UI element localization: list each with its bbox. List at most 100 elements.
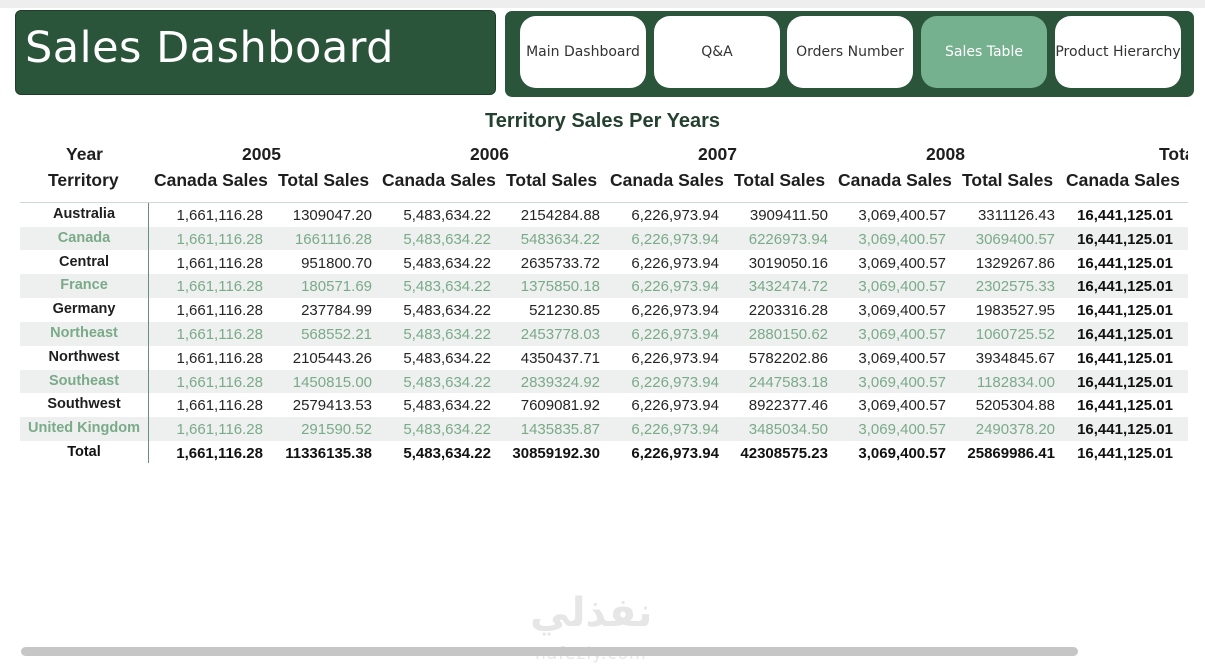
table-cell: 3,069,400.57 [858, 445, 946, 462]
table-cell: 42308575.23 [740, 445, 828, 462]
table-cell: 3,069,400.57 [858, 326, 946, 343]
table-cell: 1983527.95 [975, 302, 1055, 320]
table-cell: 1,661,116.28 [176, 254, 263, 272]
column-header[interactable]: Canada Sales [1066, 170, 1180, 190]
year-header: Total [1159, 144, 1188, 164]
table-cell: 3432474.72 [748, 278, 828, 296]
qa-button[interactable]: Q&A [654, 16, 780, 88]
table-cell: 25869986.41 [967, 445, 1055, 462]
table-cell: 16,441,125.01 [1077, 207, 1173, 224]
table-row[interactable]: Southwest 1,661,116.28 2579413.53 5,483,634… [20, 393, 1188, 417]
table-cell: 3,069,400.57 [858, 373, 946, 391]
table-cell: 3,069,400.57 [858, 254, 946, 272]
column-header[interactable]: Total Sales [506, 170, 598, 190]
table-cell: 951800.70 [301, 254, 372, 272]
table-cell: 1060725.52 [975, 326, 1055, 343]
territory-cell: Canada [57, 229, 111, 246]
orders-number-button[interactable]: Orders Number [787, 16, 913, 88]
table-cell: 5,483,634.22 [403, 349, 491, 367]
row-header-divider [148, 203, 149, 463]
table-cell: 1,661,116.28 [176, 278, 263, 296]
table-cell: 5,483,634.22 [403, 207, 491, 224]
table-cell: 5,483,634.22 [403, 326, 491, 343]
table-cell: 5,483,634.22 [403, 278, 491, 296]
table-row[interactable]: Canada 1,661,116.28 1661116.28 5,483,634.22… [20, 226, 1188, 251]
table-row[interactable]: Australia 1,661,116.28 1309047.20 5,483,634… [20, 203, 1188, 227]
table-cell: 3,069,400.57 [858, 349, 946, 367]
year-header: 2008 [926, 144, 965, 164]
table-cell: 291590.52 [301, 421, 372, 439]
table-cell: 568552.21 [301, 326, 372, 343]
territory-cell: Central [59, 253, 109, 270]
table-cell: 2635733.72 [520, 254, 600, 272]
table-cell: 6,226,973.94 [631, 445, 719, 462]
table-row[interactable]: Central 1,661,116.28 951800.70 5,483,634.22… [20, 251, 1188, 275]
table-row[interactable]: Southeast 1,661,116.28 1450815.00 5,483,634… [20, 369, 1188, 394]
column-header[interactable]: Canada Sales [154, 170, 268, 190]
table-cell: 8922377.46 [748, 397, 828, 415]
column-header[interactable]: Canada Sales [382, 170, 496, 190]
table-cell: 5,483,634.22 [403, 254, 491, 272]
table-row[interactable]: Germany 1,661,116.28 237784.99 5,483,634.22… [20, 298, 1188, 322]
table-cell: 4350437.71 [520, 349, 600, 367]
table-cell: 1,661,116.28 [176, 302, 263, 320]
table-cell: 1182834.00 [976, 373, 1055, 391]
year-header: 2005 [242, 144, 281, 164]
table-cell: 6,226,973.94 [631, 302, 719, 320]
page-title: Sales Dashboard [25, 23, 394, 73]
table-cell: 1,661,116.28 [176, 397, 263, 415]
column-header[interactable]: Total Sales [734, 170, 826, 190]
table-row[interactable]: France 1,661,116.28 180571.69 5,483,634.22 1… [20, 274, 1188, 298]
territory-cell: Northwest [48, 348, 120, 365]
table-cell: 3,069,400.57 [858, 230, 946, 248]
table-cell: 1,661,116.28 [176, 230, 263, 248]
territory-cell: Northeast [50, 325, 118, 341]
table-cell: 6,226,973.94 [631, 278, 719, 296]
year-header: 2007 [698, 144, 737, 164]
table-cell: 2453778.03 [520, 326, 600, 343]
top-bar [0, 0, 1205, 8]
territory-cell: France [60, 277, 108, 294]
horizontal-scrollbar[interactable] [21, 647, 1078, 656]
table-cell: 6,226,973.94 [631, 207, 719, 224]
main-dashboard-button[interactable]: Main Dashboard [520, 16, 646, 88]
table-cell: 16,441,125.01 [1077, 230, 1173, 248]
sales-table-button[interactable]: Sales Table [921, 16, 1047, 88]
table-cell: 6226973.94 [748, 230, 828, 248]
product-hierarchy-button[interactable]: Product Hierarchy [1055, 16, 1181, 88]
table-cell: 180571.69 [301, 278, 372, 296]
year-header: 2006 [470, 144, 509, 164]
table-cell: 3069400.57 [975, 230, 1055, 248]
table-cell: 2302575.33 [975, 278, 1055, 296]
table-cell: 16,441,125.01 [1077, 373, 1173, 391]
table-cell: 7609081.92 [520, 397, 600, 415]
column-header[interactable]: Total Sales [962, 170, 1054, 190]
table-row[interactable]: Northeast 1,661,116.28 568552.21 5,483,634.… [20, 322, 1188, 346]
table-cell: 1661116.28 [294, 230, 372, 248]
table-cell: 2880150.62 [748, 326, 828, 343]
table-cell: 237784.99 [301, 302, 372, 320]
territory-cell: Total [67, 444, 101, 460]
column-header[interactable]: Canada Sales [838, 170, 952, 190]
sales-matrix-table[interactable]: Year Territory 2005 2006 2007 2008 Total… [20, 140, 1188, 470]
table-cell: 6,226,973.94 [631, 373, 719, 391]
total-row[interactable]: Total 1,661,116.28 11336135.38 5,483,634.22… [20, 441, 1188, 465]
column-header[interactable]: Total Sales [278, 170, 370, 190]
table-cell: 1375850.18 [520, 278, 600, 296]
table-cell: 16,441,125.01 [1077, 326, 1173, 343]
table-cell: 5205304.88 [975, 397, 1055, 415]
table-row[interactable]: Northwest 1,661,116.28 2105443.26 5,483,634… [20, 346, 1188, 370]
table-row[interactable]: United Kingdom 1,661,116.28 291590.52 5,483… [20, 417, 1188, 441]
territory-cell: Southwest [47, 396, 121, 413]
table-cell: 1,661,116.28 [176, 373, 263, 391]
table-cell: 2203316.28 [748, 302, 828, 320]
table-cell: 2447583.18 [748, 373, 828, 391]
table-cell: 1435835.87 [520, 421, 600, 439]
table-cell: 6,226,973.94 [631, 421, 719, 439]
table-cell: 5,483,634.22 [403, 421, 491, 439]
column-header[interactable]: Canada Sales [610, 170, 724, 190]
table-cell: 1,661,116.28 [176, 421, 263, 439]
territory-cell: Southeast [48, 372, 120, 389]
table-cell: 3,069,400.57 [858, 278, 946, 296]
table-cell: 5,483,634.22 [403, 373, 491, 391]
